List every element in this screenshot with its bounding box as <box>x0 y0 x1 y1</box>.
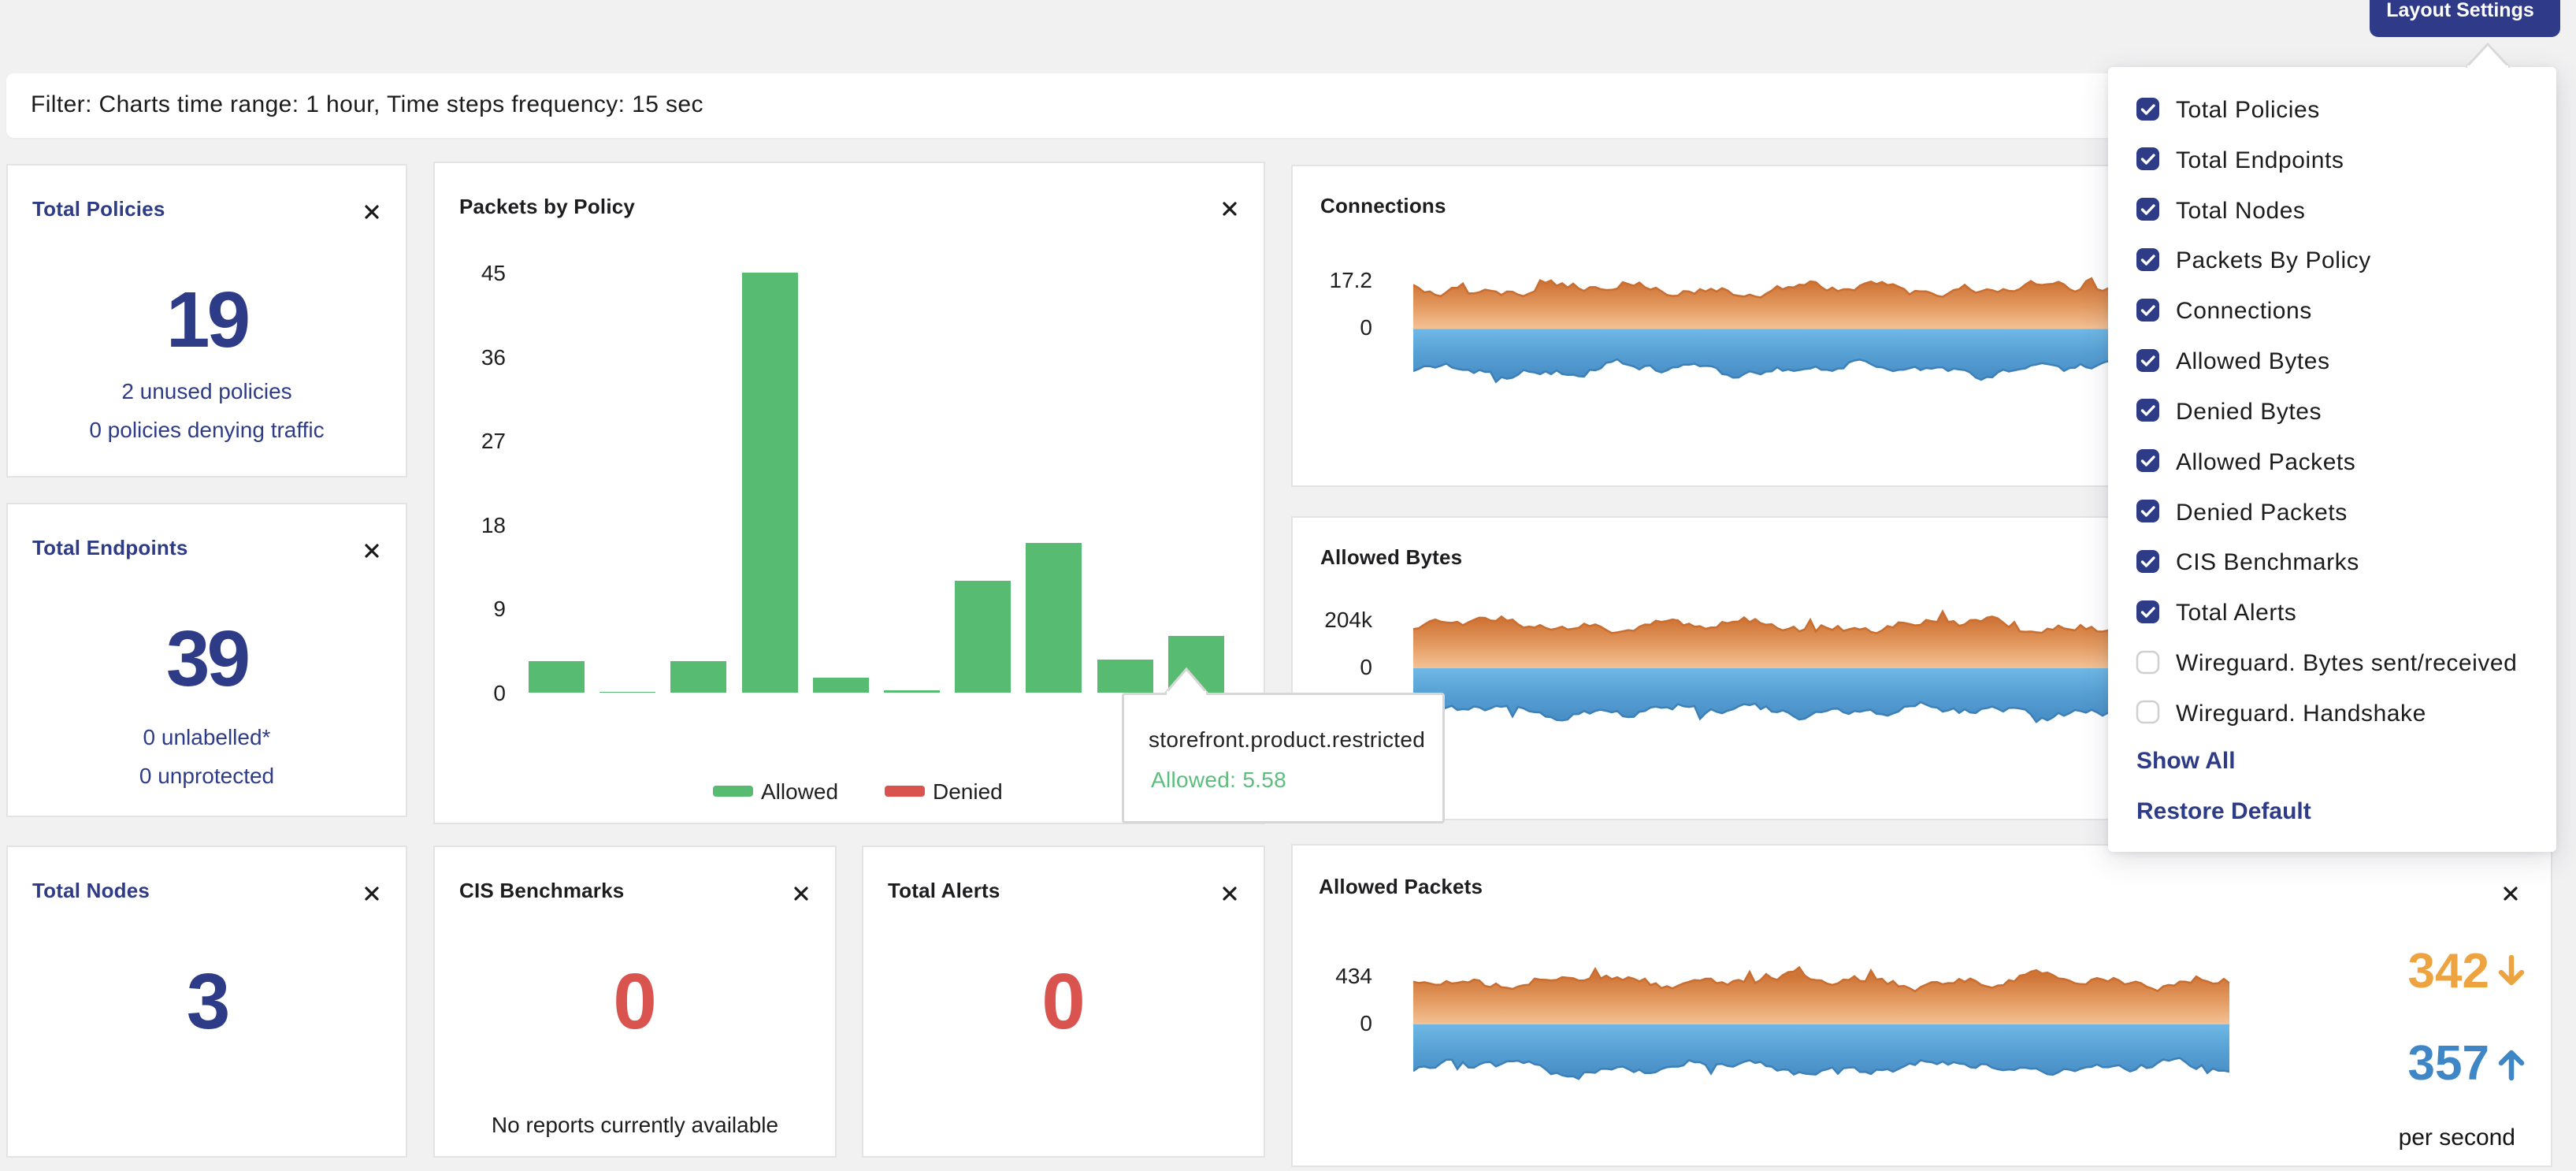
svg-text:18: 18 <box>481 513 506 537</box>
svg-text:Denied: Denied <box>933 779 1003 804</box>
svg-text:36: 36 <box>481 345 506 370</box>
svg-text:Allowed: Allowed <box>761 779 838 804</box>
svg-text:27: 27 <box>481 429 506 453</box>
svg-text:0: 0 <box>493 681 506 705</box>
svg-text:45: 45 <box>481 261 506 285</box>
svg-text:9: 9 <box>493 597 506 621</box>
